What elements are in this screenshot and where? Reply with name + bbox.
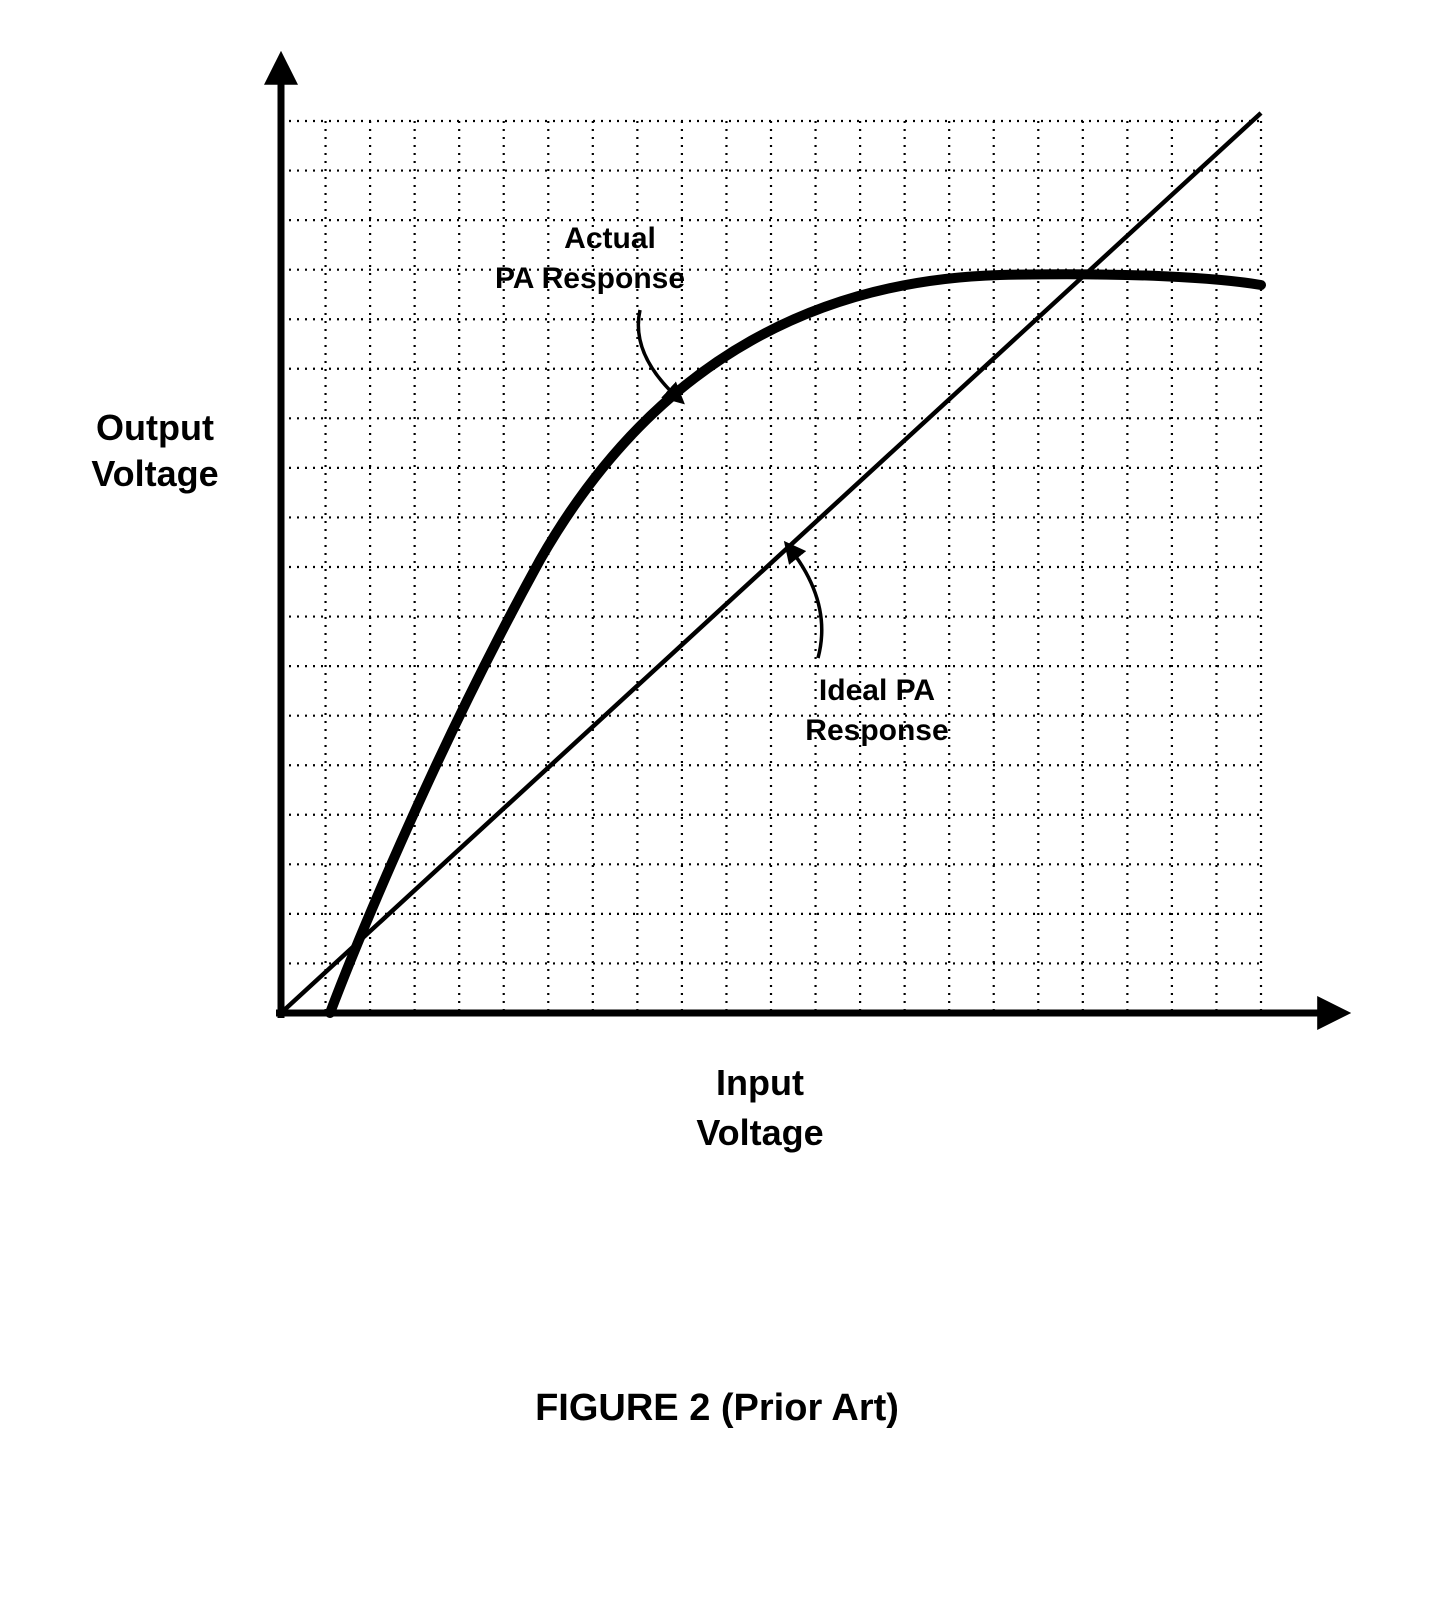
ideal-pa-label: Ideal PA	[819, 674, 935, 707]
actual-pa-label: Actual	[564, 222, 656, 255]
actual-pa-label: PA Response	[495, 262, 685, 295]
figure-caption: FIGURE 2 (Prior Art)	[535, 1387, 899, 1429]
x-axis-label: Input	[716, 1062, 804, 1103]
y-axis-label: Voltage	[91, 453, 218, 494]
ideal-pa-label: Response	[805, 714, 948, 747]
pa-response-chart: Output Voltage Input Voltage Actual PA Respon…	[0, 0, 1435, 1613]
y-axis-label: Output	[96, 407, 214, 448]
x-axis-label: Voltage	[696, 1112, 823, 1153]
